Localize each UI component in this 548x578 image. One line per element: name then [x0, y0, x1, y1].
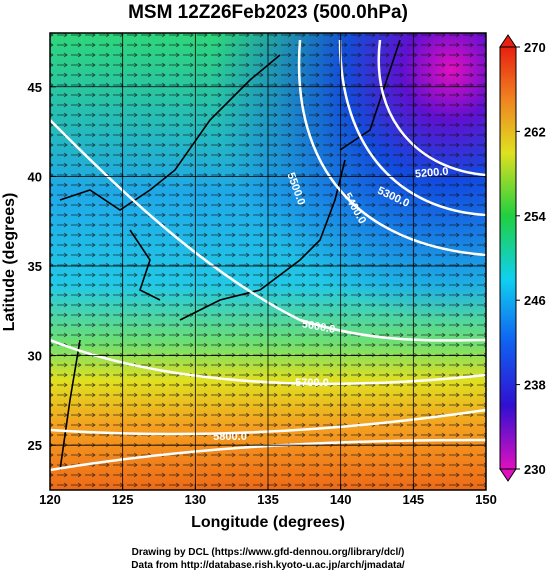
x-tick-label: 135	[257, 492, 279, 507]
colorbar-tick-label: 238	[524, 378, 546, 393]
x-tick-label: 145	[402, 492, 424, 507]
y-axis-label: Latitude (degrees)	[1, 193, 18, 332]
contour-label: 5700.0	[295, 377, 329, 389]
colorbar-tick-label: 246	[524, 293, 546, 308]
contour-label: 5800.0	[213, 431, 247, 443]
x-tick-label: 140	[330, 492, 352, 507]
colorbar-extend-bottom	[499, 468, 517, 482]
y-tick-label: 25	[28, 438, 42, 453]
x-tick-label: 125	[112, 492, 134, 507]
colorbar-tick-label: 254	[524, 209, 546, 224]
credit: Drawing by DCL (https://www.gfd-dennou.o…	[132, 547, 405, 558]
chart-title: MSM 12Z26Feb2023 (500.0hPa)	[128, 2, 408, 23]
credit: Data from http://database.rish.kyoto-u.a…	[131, 560, 405, 571]
colorbar-tick-label: 230	[524, 462, 546, 477]
colorbar	[499, 46, 517, 470]
colorbar-tick-label: 270	[524, 40, 546, 55]
plot-area: 5200.05300.05400.05500.05600.05700.05800…	[50, 33, 486, 490]
x-tick-label: 150	[475, 492, 497, 507]
y-tick-label: 45	[28, 80, 42, 95]
x-tick-label: 120	[39, 492, 61, 507]
x-tick-label: 130	[184, 492, 206, 507]
contour-label: 5600.0	[301, 318, 336, 336]
colorbar-tick-label: 262	[524, 124, 546, 139]
contours	[50, 39, 486, 472]
contour-label: 5200.0	[414, 166, 449, 181]
y-tick-label: 35	[28, 259, 42, 274]
y-tick-label: 30	[28, 349, 42, 364]
y-tick-label: 40	[28, 169, 42, 184]
colorbar-extend-top	[499, 34, 517, 48]
x-axis-label: Longitude (degrees)	[191, 514, 345, 531]
